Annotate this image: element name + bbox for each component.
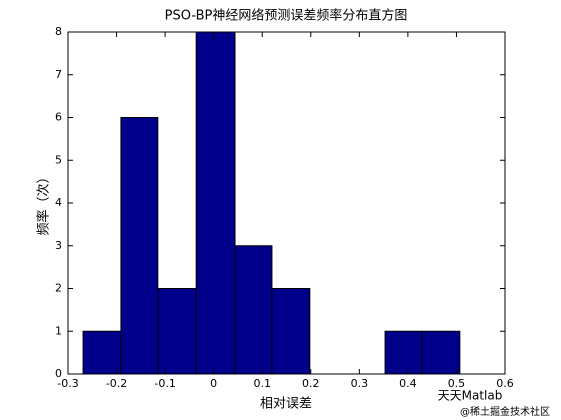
- bar: [120, 117, 159, 375]
- x-tick-label: 0.6: [496, 377, 514, 390]
- bar: [157, 288, 197, 375]
- bar: [234, 245, 273, 375]
- x-tick-label: -0.2: [106, 377, 127, 390]
- y-tick-label: 8: [55, 25, 62, 38]
- x-tick-label: 0.2: [302, 377, 320, 390]
- chart-title: PSO-BP神经网络预测误差频率分布直方图: [165, 8, 408, 24]
- y-tick-label: 3: [55, 239, 62, 252]
- x-tick-label: -0.3: [57, 377, 78, 390]
- y-tick-label: 0: [55, 367, 62, 380]
- x-tick-label: 0.1: [253, 377, 271, 390]
- bar: [421, 330, 461, 375]
- bar: [384, 330, 423, 375]
- x-tick-label: -0.1: [154, 377, 175, 390]
- y-tick-label: 7: [55, 68, 62, 81]
- x-tick-label: 0.5: [448, 377, 466, 390]
- y-tick-label: 2: [55, 282, 62, 295]
- bar: [195, 31, 236, 375]
- x-tick-label: 0.4: [399, 377, 417, 390]
- y-tick-label: 4: [55, 196, 62, 209]
- watermark: @稀土掘金技术社区: [460, 405, 550, 418]
- bar: [271, 288, 311, 375]
- y-tick-label: 6: [55, 111, 62, 124]
- y-tick-label: 5: [55, 153, 62, 166]
- bar: [82, 330, 122, 375]
- x-tick-label: 0.3: [351, 377, 369, 390]
- x-axis-label: 相对误差: [260, 397, 312, 412]
- y-tick-label: 1: [55, 324, 62, 337]
- y-axis-label: 频率（次）: [36, 170, 52, 235]
- watermark: 天天Matlab: [438, 389, 503, 403]
- x-tick-label: 0: [210, 377, 217, 390]
